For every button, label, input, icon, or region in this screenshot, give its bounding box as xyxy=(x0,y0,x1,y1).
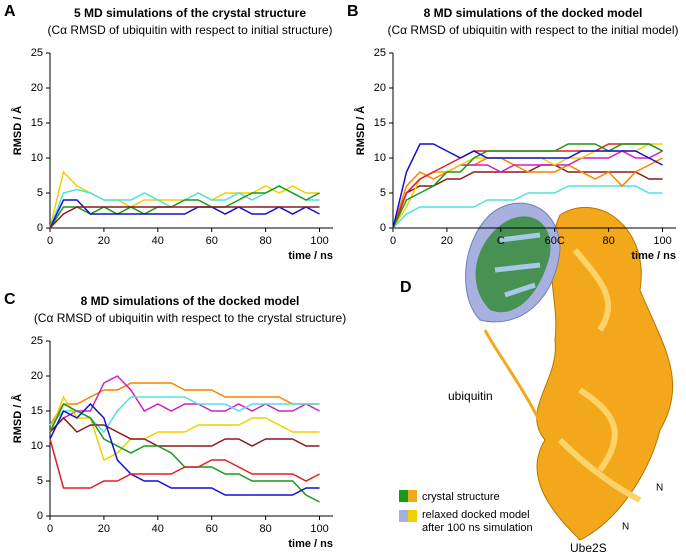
x-tick-label: 20 xyxy=(98,235,110,247)
y-tick-label: 15 xyxy=(31,117,43,129)
series-line xyxy=(49,206,320,229)
panel-label: B xyxy=(347,3,359,20)
panel-label: C xyxy=(4,291,16,308)
y-tick-label: 20 xyxy=(374,82,386,94)
x-tick-label: 20 xyxy=(441,235,453,247)
x-tick-label: 80 xyxy=(602,235,614,247)
ube2s-label: Ube2S xyxy=(570,541,607,555)
series-line xyxy=(392,143,663,229)
legend-swatch xyxy=(399,510,408,522)
y-tick-label: 15 xyxy=(31,405,43,417)
chart-title: 5 MD simulations of the crystal structur… xyxy=(74,6,306,20)
x-tick-label: 100 xyxy=(653,235,671,247)
ubiquitin-label: ubiquitin xyxy=(448,389,493,403)
protein-structure xyxy=(465,202,674,541)
series-line xyxy=(49,185,320,229)
x-tick-label: 60C xyxy=(545,235,565,247)
series-line xyxy=(49,382,320,426)
chart-subtitle: (Cα RMSD of ubiquitin with respect to th… xyxy=(34,311,346,325)
x-tick-label: 80 xyxy=(259,523,271,535)
y-tick-label: 5 xyxy=(380,187,386,199)
x-tick-label: 80 xyxy=(259,235,271,247)
y-tick-label: 25 xyxy=(31,335,43,347)
y-tick-label: 25 xyxy=(374,47,386,59)
series-line xyxy=(49,396,320,434)
x-tick-label: 40 xyxy=(152,235,164,247)
series-line xyxy=(392,157,663,229)
chart-subtitle: (Cα RMSD of ubiquitin with respect to th… xyxy=(387,23,678,37)
x-tick-label: 0 xyxy=(390,235,396,247)
n-terminus: N xyxy=(656,483,663,494)
y-tick-label: 25 xyxy=(31,47,43,59)
legend-swatch xyxy=(408,510,417,522)
legend-entry: relaxed docked model xyxy=(422,509,530,521)
x-tick-label: C xyxy=(497,235,505,247)
x-tick-label: 100 xyxy=(310,523,328,535)
n-terminus: N xyxy=(622,522,629,533)
y-tick-label: 0 xyxy=(37,222,43,234)
x-tick-label: 0 xyxy=(47,523,53,535)
series-line xyxy=(49,395,320,462)
y-tick-label: 5 xyxy=(37,475,43,487)
series-line xyxy=(49,438,320,489)
legend-entry: crystal structure xyxy=(422,491,500,503)
x-axis-label: time / ns xyxy=(288,250,333,262)
y-tick-label: 10 xyxy=(31,152,43,164)
y-tick-label: 20 xyxy=(31,82,43,94)
y-tick-label: 20 xyxy=(31,370,43,382)
panel-label: D xyxy=(400,279,412,296)
y-axis-label: RMSD / Å xyxy=(11,106,24,156)
y-axis-label: RMSD / Å xyxy=(354,106,367,156)
chart-title: 8 MD simulations of the docked model xyxy=(424,6,643,20)
x-axis-label: time / ns xyxy=(288,538,333,550)
y-axis-label: RMSD / Å xyxy=(11,394,24,444)
chart-subtitle: (Cα RMSD of ubiquitin with respect to in… xyxy=(47,23,332,37)
series-line xyxy=(49,199,320,229)
n-terminus: N xyxy=(490,199,497,210)
legend-swatch xyxy=(399,490,408,502)
series-line xyxy=(392,185,663,229)
y-tick-label: 10 xyxy=(374,152,386,164)
y-tick-label: 0 xyxy=(37,510,43,522)
legend-entry: after 100 ns simulation xyxy=(422,522,533,534)
legend-swatch xyxy=(408,490,417,502)
chart-title: 8 MD simulations of the docked model xyxy=(81,294,300,308)
x-tick-label: 100 xyxy=(310,235,328,247)
series-line xyxy=(392,143,663,229)
series-line xyxy=(49,402,320,496)
x-tick-label: 60 xyxy=(206,235,218,247)
y-tick-label: 15 xyxy=(374,117,386,129)
y-tick-label: 5 xyxy=(37,187,43,199)
x-tick-label: 20 xyxy=(98,523,110,535)
x-axis-label: time / ns xyxy=(631,250,676,262)
panel-label: A xyxy=(4,3,16,20)
x-tick-label: 0 xyxy=(47,235,53,247)
y-tick-label: 10 xyxy=(31,440,43,452)
x-tick-label: 40 xyxy=(152,523,164,535)
x-tick-label: 60 xyxy=(206,523,218,535)
series-line xyxy=(49,375,320,433)
y-tick-label: 0 xyxy=(380,222,386,234)
